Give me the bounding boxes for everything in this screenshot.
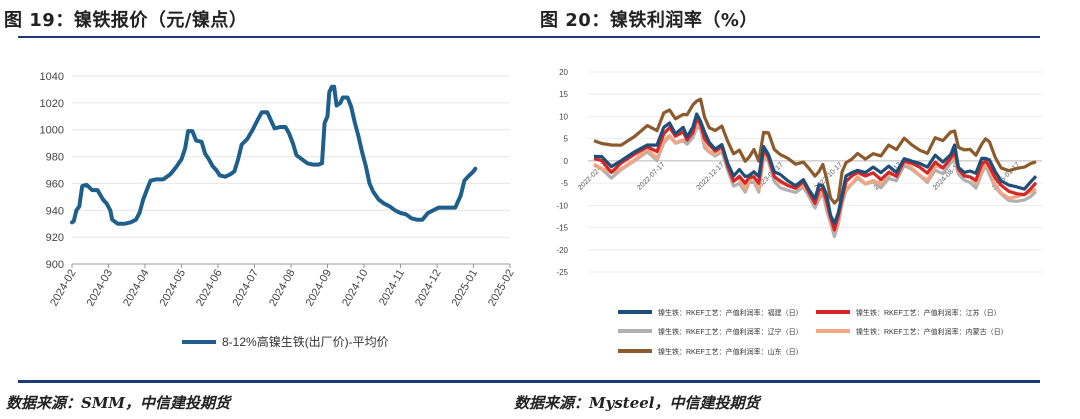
source-note: 数据来源：SMM，中信建投期货 bbox=[6, 394, 231, 412]
x-tick-label: 2024-03 bbox=[85, 268, 116, 309]
title-divider bbox=[18, 36, 535, 38]
series-line-8-12-nickel-pig-iron bbox=[70, 84, 478, 226]
y-tick-label: 960 bbox=[46, 178, 64, 190]
y-tick-label: -5 bbox=[561, 179, 569, 188]
legend-label: 镍生铁：RKEF工艺：产值利润率：江苏（日） bbox=[856, 308, 1001, 317]
legend-label: 8-12%高镍生铁(出厂价)-平均价 bbox=[222, 334, 389, 349]
source-divider bbox=[532, 380, 1040, 383]
series-line-5 bbox=[593, 97, 1037, 205]
legend-label: 镍生铁：RKEF工艺：产值利润率：辽宁（日） bbox=[658, 327, 803, 336]
y-tick-label: 10 bbox=[559, 112, 568, 121]
x-tick-label: 2024-08 bbox=[267, 268, 298, 309]
y-tick-label: -20 bbox=[556, 246, 568, 255]
y-tick-label: 1020 bbox=[40, 98, 64, 110]
y-tick-label: 1040 bbox=[40, 71, 64, 83]
title-divider bbox=[532, 36, 1040, 38]
y-tick-label: 980 bbox=[46, 152, 64, 164]
y-tick-label: 15 bbox=[559, 90, 568, 99]
y-tick-label: -10 bbox=[556, 201, 568, 210]
chart-title: 图 19：镍铁报价（元/镍点） bbox=[4, 10, 248, 31]
x-tick-label: 2022-12-17 bbox=[695, 161, 725, 191]
nickel-iron-profit-chart: -25 -20 -15 -10 -5 0 5 10 15 20 2022-02-17 2022-07-… bbox=[556, 68, 1042, 356]
y-tick-label: 0 bbox=[564, 157, 569, 166]
y-tick-label: 940 bbox=[46, 205, 64, 217]
x-tick-label: 2024-12 bbox=[413, 268, 444, 309]
y-tick-label: 5 bbox=[564, 135, 569, 144]
y-tick-label: 1000 bbox=[40, 125, 64, 137]
left-chart-panel: 图 19：镍铁报价（元/镍点） 900 920 940 960 980 1000 1020 1… bbox=[0, 0, 535, 419]
x-tick-label: 2024-10 bbox=[340, 268, 371, 309]
x-tick-label: 2024-09 bbox=[304, 268, 335, 309]
x-tick-label: 2024-02 bbox=[48, 268, 79, 309]
series-line-2 bbox=[593, 117, 1038, 232]
y-tick-label: -25 bbox=[556, 268, 568, 277]
x-tick-label: 2024-06 bbox=[194, 268, 225, 309]
x-tick-label: 2024-04 bbox=[121, 268, 152, 309]
x-tick-label: 2025-02 bbox=[486, 268, 517, 309]
legend-label: 镍生铁：RKEF工艺：产值利润率：山东（日） bbox=[658, 347, 803, 356]
legend-label: 镍生铁：RKEF工艺：产值利润率：福建（日） bbox=[658, 308, 803, 317]
x-tick-label: 2024-11 bbox=[377, 268, 407, 308]
right-chart-panel: 图 20：镍铁利润率（%） -25 -20 -15 -10 -5 0 5 10 15 20 2022… bbox=[514, 0, 1080, 419]
x-tick-label: 2025-01 bbox=[450, 268, 481, 309]
y-tick-label: -15 bbox=[556, 224, 568, 233]
y-tick-label: 900 bbox=[46, 259, 64, 271]
source-divider bbox=[18, 380, 535, 383]
y-tick-label: 920 bbox=[46, 232, 64, 244]
series-line-1 bbox=[593, 112, 1038, 226]
x-tick-label: 2024-07 bbox=[231, 268, 262, 309]
x-tick-label: 2022-07-17 bbox=[636, 161, 666, 191]
source-note: 数据来源：Mysteel，中信建投期货 bbox=[514, 394, 760, 412]
x-tick-label: 2024-05 bbox=[158, 268, 189, 309]
y-tick-label: 20 bbox=[559, 68, 568, 77]
legend-label: 镍生铁：RKEF工艺：产值利润率：内蒙古（日） bbox=[856, 327, 1008, 336]
x-tick-label: 2022-02-17 bbox=[577, 161, 607, 191]
chart-title: 图 20：镍铁利润率（%） bbox=[540, 10, 758, 31]
